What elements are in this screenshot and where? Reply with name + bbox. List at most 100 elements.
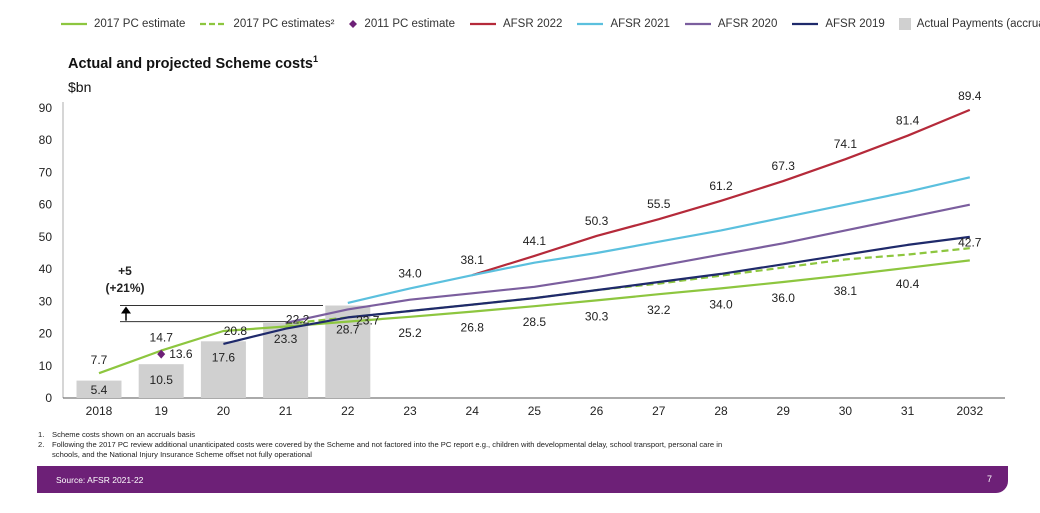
data-label: 34.0 (709, 297, 733, 311)
data-label: 13.6 (169, 347, 193, 361)
x-tick-label: 29 (777, 404, 791, 418)
x-tick-label: 27 (652, 404, 666, 418)
legend-label: Actual Payments (accruals) (916, 18, 1040, 30)
x-tick-label: 22 (341, 404, 355, 418)
legend-label: 2017 PC estimates² (233, 18, 335, 30)
bar-actual-payments (76, 380, 122, 398)
annotation-arrow-head (121, 306, 131, 314)
legend-item: 2017 PC estimate (60, 18, 185, 30)
footnote-text: Scheme costs shown on an accruals basis (52, 430, 196, 439)
chart-legend: 2017 PC estimate 2017 PC estimates² 2011 P… (60, 18, 1040, 30)
series-line (98, 259, 970, 375)
y-tick-label: 40 (39, 262, 53, 276)
data-label: 34.0 (398, 266, 422, 280)
series-line (471, 108, 971, 277)
x-tick-label: 2018 (86, 404, 113, 418)
series-line (285, 203, 971, 324)
data-label: 30.3 (585, 309, 609, 323)
footnotes: 1. Scheme costs shown on an accruals basi… (38, 430, 738, 460)
y-tick-label: 0 (45, 391, 52, 405)
legend-label: AFSR 2019 (825, 18, 885, 30)
data-label: 7.7 (91, 353, 108, 367)
legend-swatch (684, 22, 711, 26)
legend-item: AFSR 2020 (684, 18, 777, 30)
x-tick-label: 31 (901, 404, 915, 418)
bar-actual-payments (263, 322, 309, 398)
annotation-text: +5 (118, 264, 132, 278)
data-label: 38.1 (834, 284, 858, 298)
legend-swatch (61, 22, 87, 26)
x-tick-label: 30 (839, 404, 853, 418)
bar-actual-payments (200, 341, 246, 398)
data-label: 38.1 (461, 253, 485, 267)
data-label: 23.7 (356, 314, 380, 328)
y-tick-label: 50 (39, 230, 53, 244)
point-2011-pc-estimate (157, 349, 166, 359)
series-line (347, 176, 971, 304)
legend-swatch (200, 22, 227, 26)
data-label: 67.3 (772, 159, 796, 173)
x-tick-label: 25 (528, 404, 542, 418)
data-label: 81.4 (896, 114, 920, 128)
y-tick-label: 90 (39, 101, 53, 115)
data-label: 40.4 (896, 277, 920, 291)
x-tick-label: 2032 (956, 404, 983, 418)
legend-swatch (577, 22, 604, 26)
legend-label: AFSR 2021 (610, 18, 670, 30)
data-label: 44.1 (523, 234, 547, 248)
chart-title-footnote-ref: 1 (312, 54, 318, 64)
footnote: 2. Following the 2017 PC review additiona… (38, 440, 738, 460)
footnote: 1. Scheme costs shown on an accruals basi… (38, 430, 738, 440)
data-label: 28.5 (523, 315, 547, 329)
legend-item: 2011 PC estimate (348, 18, 455, 30)
legend-item: AFSR 2021 (576, 18, 670, 30)
legend-item: AFSR 2022 (469, 18, 562, 30)
legend-item: Actual Payments (accruals) (898, 18, 1040, 30)
series-line (223, 235, 970, 345)
data-label: 61.2 (709, 179, 733, 193)
footer-bar: Source: AFSR 2021-22 7 (37, 466, 1008, 493)
footnote-number: 1. (38, 430, 45, 439)
y-tick-label: 70 (39, 165, 53, 179)
data-label: 32.2 (647, 303, 671, 317)
x-tick-label: 28 (714, 404, 728, 418)
y-tick-label: 20 (39, 327, 53, 341)
data-label: 14.7 (150, 331, 174, 345)
footnote-number: 2. (38, 440, 45, 449)
x-tick-label: 26 (590, 404, 604, 418)
x-tick-label: 20 (217, 404, 231, 418)
bar-data-label: 5.4 (91, 383, 108, 397)
y-tick-label: 60 (39, 198, 53, 212)
data-label: 89.4 (958, 89, 982, 103)
legend-item: 2017 PC estimates² (199, 18, 334, 30)
annotation-text: (+21%) (105, 281, 144, 295)
y-tick-label: 10 (39, 359, 53, 373)
legend-label: 2011 PC estimate (364, 18, 455, 30)
page-number: 7 (986, 474, 992, 484)
bar-data-label: 10.5 (150, 373, 174, 387)
data-label: 50.3 (585, 214, 609, 228)
y-tick-label: 30 (39, 294, 53, 308)
data-label: 26.8 (461, 321, 485, 335)
y-tick-label: 80 (39, 133, 53, 147)
x-tick-label: 21 (279, 404, 293, 418)
data-label: 20.8 (224, 324, 248, 338)
legend-swatch (349, 20, 358, 28)
bar-data-label: 17.6 (212, 350, 236, 364)
footer-source: Source: AFSR 2021-22 (56, 475, 144, 485)
x-tick-label: 24 (466, 404, 480, 418)
legend-item: AFSR 2019 (791, 18, 885, 30)
legend-label: 2017 PC estimate (94, 18, 186, 30)
y-axis-unit: $bn (68, 79, 92, 95)
x-tick-label: 19 (155, 404, 169, 418)
data-label: 42.7 (958, 235, 982, 249)
chart-title-text: Actual and projected Scheme costs (68, 55, 313, 72)
data-label: 25.2 (398, 326, 422, 340)
legend-label: AFSR 2022 (502, 18, 563, 30)
x-tick-label: 23 (403, 404, 417, 418)
bar-actual-payments (138, 364, 184, 398)
footnote-text: Following the 2017 PC review additional … (52, 440, 723, 459)
data-label: 55.5 (647, 197, 671, 211)
legend-swatch (792, 22, 819, 26)
